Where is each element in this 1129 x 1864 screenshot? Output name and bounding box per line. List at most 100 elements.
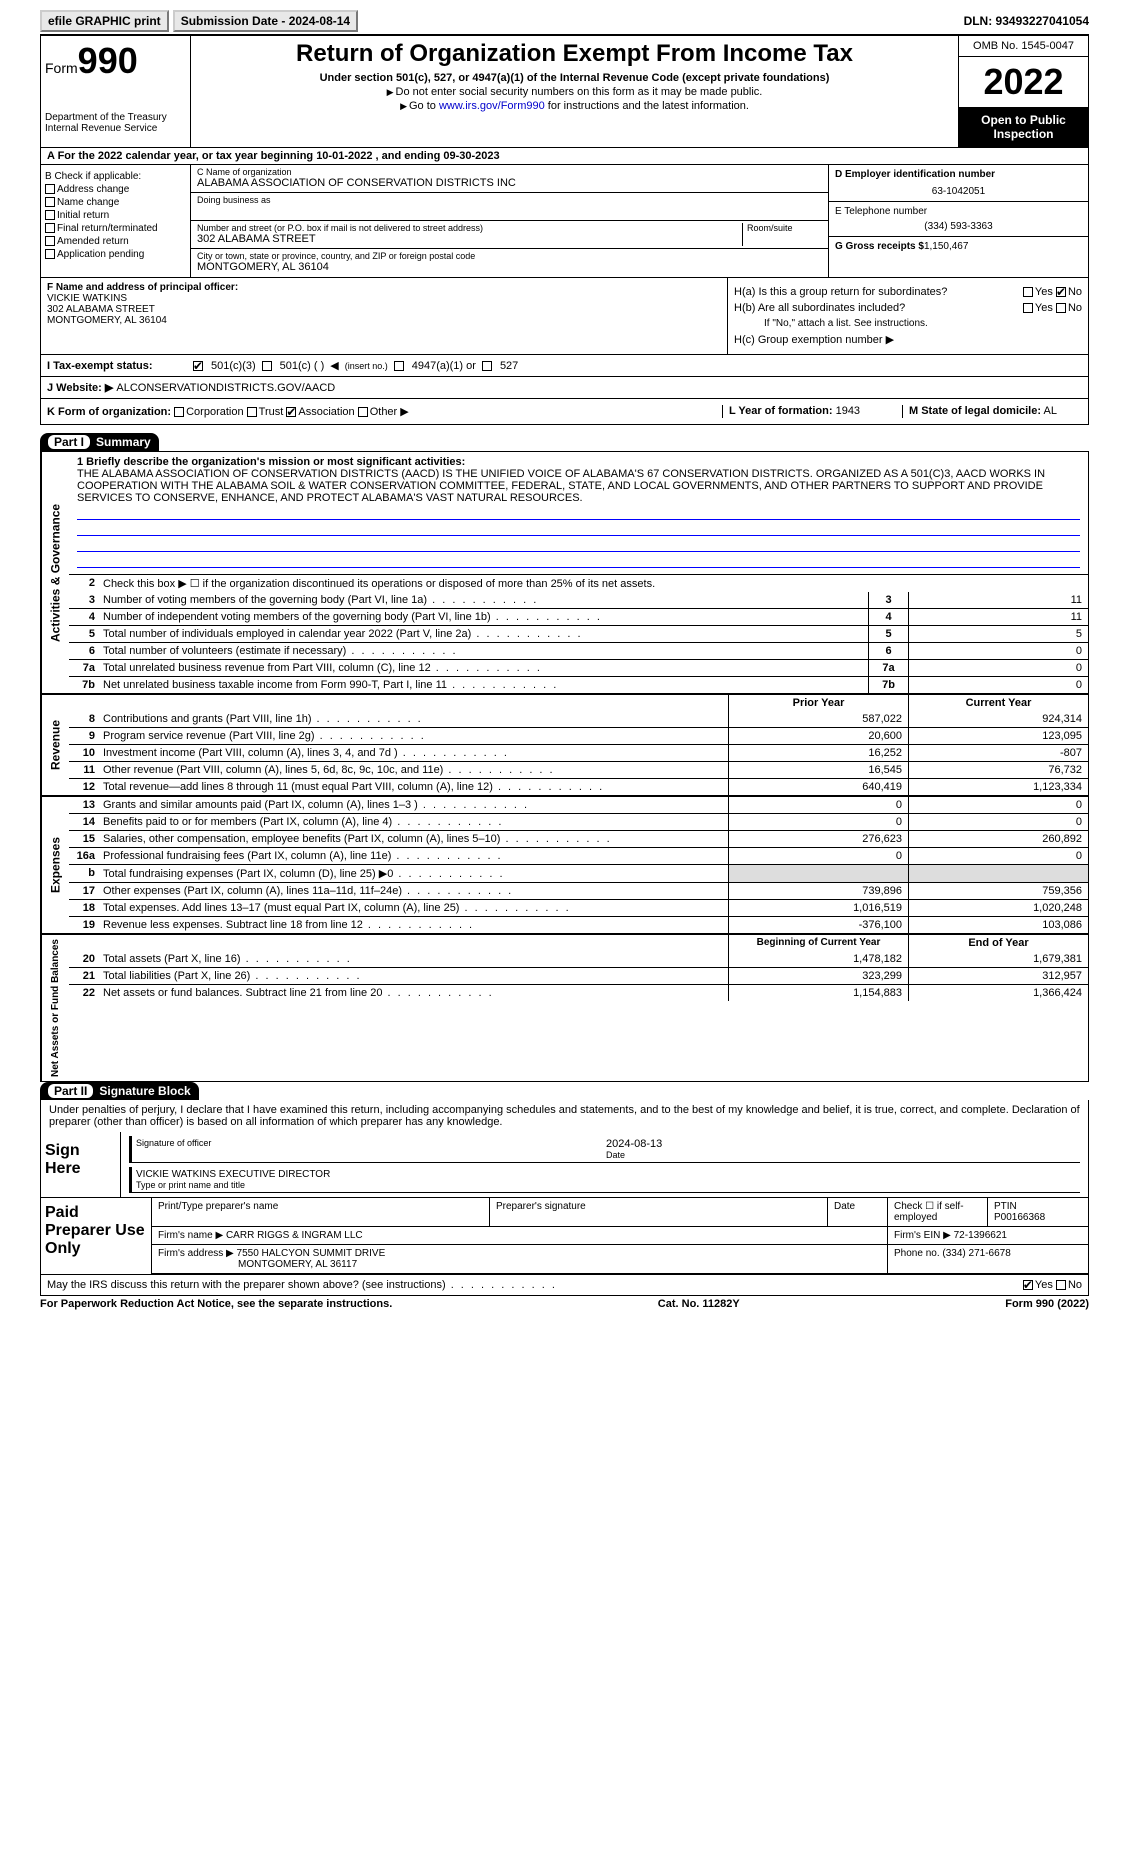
ssn-note: Do not enter social security numbers on … xyxy=(201,86,948,98)
col-h-group: H(a) Is this a group return for subordin… xyxy=(728,278,1088,354)
mission-text: THE ALABAMA ASSOCIATION OF CONSERVATION … xyxy=(77,468,1080,504)
ha-no[interactable] xyxy=(1056,287,1066,297)
paperwork-notice: For Paperwork Reduction Act Notice, see … xyxy=(40,1298,392,1310)
vlabel-netassets: Net Assets or Fund Balances xyxy=(41,935,69,1081)
submission-date-button[interactable]: Submission Date - 2024-08-14 xyxy=(173,10,358,32)
chk-4947[interactable] xyxy=(394,361,404,371)
chk-501c[interactable] xyxy=(262,361,272,371)
table-row: 3Number of voting members of the governi… xyxy=(69,592,1088,608)
vlabel-governance: Activities & Governance xyxy=(41,452,69,693)
tel-label: E Telephone number xyxy=(835,206,1082,217)
dln-text: DLN: 93493227041054 xyxy=(964,14,1089,28)
discuss-yes[interactable] xyxy=(1023,1280,1033,1290)
state-value: AL xyxy=(1043,405,1056,417)
discuss-text: May the IRS discuss this return with the… xyxy=(47,1279,1023,1291)
cat-number: Cat. No. 11282Y xyxy=(392,1298,1005,1310)
chk-trust[interactable] xyxy=(247,407,257,417)
form-word: Form xyxy=(45,60,78,76)
vlabel-revenue: Revenue xyxy=(41,695,69,795)
col-end: End of Year xyxy=(908,935,1088,951)
form-title: Return of Organization Exempt From Incom… xyxy=(201,40,948,68)
col-beginning: Beginning of Current Year xyxy=(728,935,908,951)
i-label: I Tax-exempt status: xyxy=(47,360,187,372)
table-row: 22Net assets or fund balances. Subtract … xyxy=(69,984,1088,1001)
officer-name: VICKIE WATKINS xyxy=(47,293,721,304)
firm-addr1: 7550 HALCYON SUMMIT DRIVE xyxy=(237,1248,386,1259)
section-bcd: B Check if applicable: Address change Na… xyxy=(40,165,1089,278)
chk-501c3[interactable] xyxy=(193,361,203,371)
sig-officer-label: Signature of officer xyxy=(136,1138,606,1160)
col-current: Current Year xyxy=(908,695,1088,711)
website-value: ALCONSERVATIONDISTRICTS.GOV/AACD xyxy=(116,382,335,394)
street-label: Number and street (or P.O. box if mail i… xyxy=(197,223,742,233)
section-fgh: F Name and address of principal officer:… xyxy=(40,278,1089,355)
gross-value: 1,150,467 xyxy=(924,241,969,252)
ha-label: H(a) Is this a group return for subordin… xyxy=(734,286,947,298)
goto-post: for instructions and the latest informat… xyxy=(545,100,749,112)
goto-pre: Go to xyxy=(400,100,439,112)
top-bar: efile GRAPHIC print Submission Date - 20… xyxy=(40,10,1089,36)
chk-amended[interactable] xyxy=(45,236,55,246)
officer-label: F Name and address of principal officer: xyxy=(47,282,721,293)
officer-city: MONTGOMERY, AL 36104 xyxy=(47,315,721,326)
efile-button[interactable]: efile GRAPHIC print xyxy=(40,10,169,32)
col-d-ein: D Employer identification number63-10420… xyxy=(828,165,1088,277)
chk-initial[interactable] xyxy=(45,210,55,220)
line1-label: 1 Briefly describe the organization's mi… xyxy=(77,456,1080,468)
org-name-label: C Name of organization xyxy=(197,167,822,177)
table-row: 8Contributions and grants (Part VIII, li… xyxy=(69,711,1088,727)
chk-other[interactable] xyxy=(358,407,368,417)
chk-527[interactable] xyxy=(482,361,492,371)
table-row: 14Benefits paid to or for members (Part … xyxy=(69,813,1088,830)
hb-label: H(b) Are all subordinates included? xyxy=(734,302,905,314)
ptin-value: P00166368 xyxy=(994,1212,1045,1223)
row-i-taxexempt: I Tax-exempt status: 501(c)(3) 501(c) ( … xyxy=(40,355,1089,377)
table-row: 19Revenue less expenses. Subtract line 1… xyxy=(69,916,1088,933)
discuss-no[interactable] xyxy=(1056,1280,1066,1290)
chk-application[interactable] xyxy=(45,249,55,259)
table-row: 17Other expenses (Part IX, column (A), l… xyxy=(69,882,1088,899)
prep-sig-label: Preparer's signature xyxy=(490,1198,828,1226)
firm-addr2: MONTGOMERY, AL 36117 xyxy=(238,1259,357,1270)
table-row: 11Other revenue (Part VIII, column (A), … xyxy=(69,761,1088,778)
paid-preparer-label: Paid Preparer Use Only xyxy=(41,1198,151,1274)
omb-number: OMB No. 1545-0047 xyxy=(959,36,1088,57)
table-row: 18Total expenses. Add lines 13–17 (must … xyxy=(69,899,1088,916)
signature-block: Under penalties of perjury, I declare th… xyxy=(40,1100,1089,1275)
hb-yes[interactable] xyxy=(1023,303,1033,313)
dept-treasury: Department of the Treasury xyxy=(45,112,186,123)
blank-line xyxy=(77,506,1080,520)
tax-year: 2022 xyxy=(959,57,1088,107)
sign-here-label: Sign Here xyxy=(41,1132,121,1197)
city-label: City or town, state or province, country… xyxy=(197,251,822,261)
table-row: bTotal fundraising expenses (Part IX, co… xyxy=(69,864,1088,882)
k-label: K Form of organization: xyxy=(47,406,171,418)
chk-final[interactable] xyxy=(45,223,55,233)
open-public-badge: Open to Public Inspection xyxy=(959,107,1088,147)
line2-text: Check this box ▶ ☐ if the organization d… xyxy=(99,575,1088,592)
ha-yes[interactable] xyxy=(1023,287,1033,297)
org-name: ALABAMA ASSOCIATION OF CONSERVATION DIST… xyxy=(197,177,822,189)
table-row: 10Investment income (Part VIII, column (… xyxy=(69,744,1088,761)
chk-name[interactable] xyxy=(45,197,55,207)
chk-corp[interactable] xyxy=(174,407,184,417)
vlabel-expenses: Expenses xyxy=(41,797,69,933)
hb-no[interactable] xyxy=(1056,303,1066,313)
hc-label: H(c) Group exemption number xyxy=(734,334,883,346)
page-footer: For Paperwork Reduction Act Notice, see … xyxy=(40,1296,1089,1312)
table-row: 7bNet unrelated business taxable income … xyxy=(69,676,1088,693)
chk-address[interactable] xyxy=(45,184,55,194)
officer-typed: VICKIE WATKINS EXECUTIVE DIRECTOR xyxy=(136,1169,330,1180)
b-header: B Check if applicable: xyxy=(45,171,186,182)
irs-link[interactable]: www.irs.gov/Form990 xyxy=(439,100,545,112)
firm-name: CARR RIGGS & INGRAM LLC xyxy=(226,1230,363,1241)
yearform-value: 1943 xyxy=(836,405,860,417)
form-subtitle: Under section 501(c), 527, or 4947(a)(1)… xyxy=(201,72,948,84)
ein-label: D Employer identification number xyxy=(835,169,1082,180)
chk-assoc[interactable] xyxy=(286,407,296,417)
city-value: MONTGOMERY, AL 36104 xyxy=(197,261,822,273)
prep-check-label: Check ☐ if self-employed xyxy=(888,1198,988,1226)
hb-note: If "No," attach a list. See instructions… xyxy=(734,318,1082,329)
table-row: 4Number of independent voting members of… xyxy=(69,608,1088,625)
row-k-formtype: K Form of organization: Corporation Trus… xyxy=(40,399,1089,425)
